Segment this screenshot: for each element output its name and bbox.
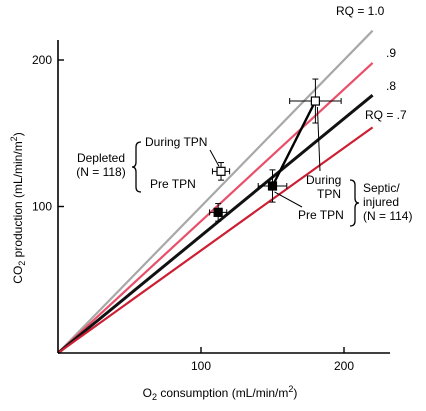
rq-line-1 bbox=[57, 29, 374, 354]
y-axis-title: CO2 production (mL/min/m2) bbox=[9, 132, 27, 283]
rq-line-label-0.9: .9 bbox=[386, 46, 396, 60]
point-label-0-0: Pre TPN bbox=[150, 177, 196, 191]
point-label-septic-during-line1: During bbox=[306, 173, 341, 187]
group-label-septic-line-1: injured bbox=[363, 195, 399, 209]
brace-septic bbox=[349, 179, 360, 227]
labels-layer: RQ = 1.0 .9 .8 RQ = .7 Pre TPN During TPN Pre … bbox=[76, 4, 412, 227]
rq-line-label-0.7: RQ = .7 bbox=[365, 108, 407, 122]
group-1-point-0-filled-square bbox=[267, 181, 278, 191]
y-tick-label: 200 bbox=[32, 53, 52, 67]
ticks-layer: 100 200 100 200 bbox=[32, 53, 354, 373]
group-label-depleted-line-0: Depleted bbox=[77, 151, 125, 165]
rq-line-label-1: RQ = 1.0 bbox=[336, 4, 385, 18]
septic-connector-line bbox=[271, 100, 317, 187]
x-tick-label: 100 bbox=[191, 359, 211, 373]
leader-septic-during bbox=[316, 106, 321, 172]
y-axis-title-superscript: 2 bbox=[9, 136, 19, 141]
x-axis-title-superscript: 2 bbox=[288, 384, 293, 394]
leader-depleted-during bbox=[209, 149, 220, 167]
group-label-septic-line-2: (N = 114) bbox=[363, 209, 412, 223]
y-axis-title-subscript: 2 bbox=[17, 261, 27, 266]
point-label-0-1: During TPN bbox=[145, 135, 207, 149]
point-label-1-0: Pre TPN bbox=[298, 208, 344, 222]
group-label-septic-line-0: Septic/ bbox=[363, 181, 400, 195]
point-label-septic-during-line2: TPN bbox=[317, 187, 341, 201]
group-0-point-0-filled-square bbox=[213, 207, 223, 217]
x-axis-title: O2 consumption (mL/min/m2) bbox=[143, 384, 298, 402]
group-1-point-1-open-square bbox=[310, 96, 320, 106]
brace-depleted bbox=[131, 141, 142, 193]
group-0-point-1-open-square bbox=[216, 166, 226, 176]
x-axis-title-subscript: 2 bbox=[152, 392, 157, 402]
rq-line-0.8 bbox=[57, 93, 374, 355]
points-layer bbox=[209, 78, 342, 222]
x-tick-label: 200 bbox=[334, 359, 354, 373]
group-label-depleted-line-1: (N = 118) bbox=[76, 165, 125, 179]
leader-septic-pre bbox=[274, 191, 303, 208]
rq-line-label-0.8: .8 bbox=[386, 79, 396, 93]
axes-layer bbox=[57, 40, 390, 354]
y-tick-label: 100 bbox=[32, 200, 52, 214]
